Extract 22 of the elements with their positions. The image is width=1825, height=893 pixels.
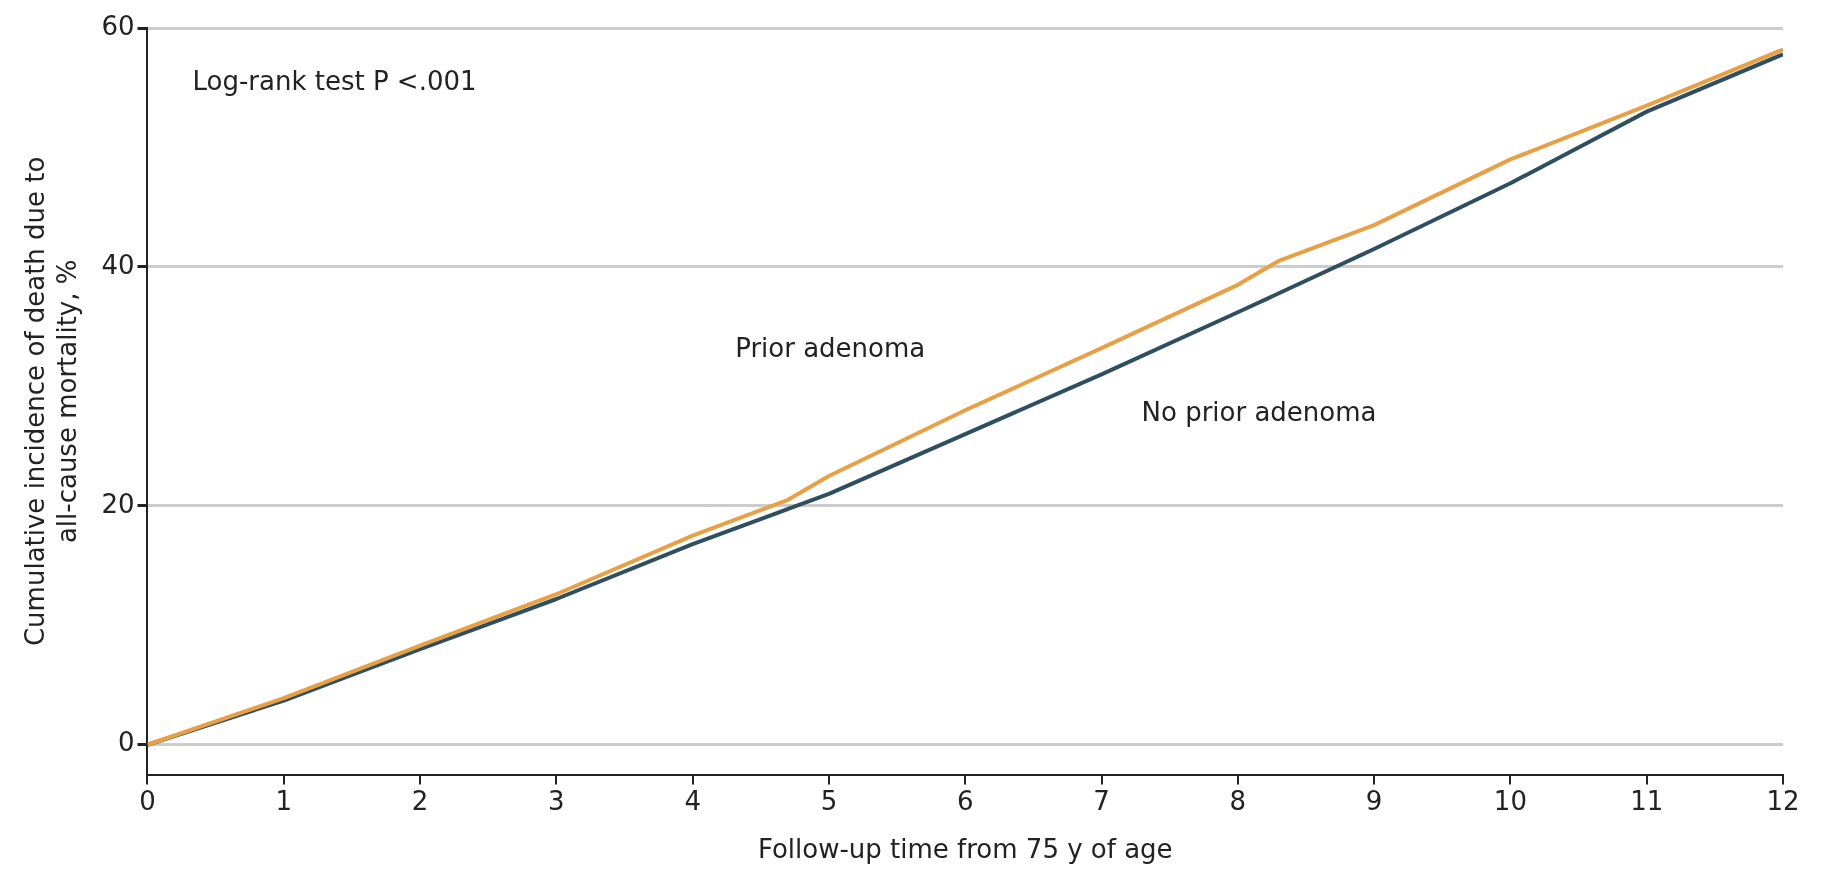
x-tick-label: 10: [1493, 785, 1527, 816]
x-tick-label: 8: [1229, 785, 1247, 816]
y-tick-label: 60: [101, 10, 135, 41]
y-axis-title: Cumulative incidence of death due to all-cause mortality, %: [20, 156, 82, 647]
x-tick-label: 1: [275, 785, 293, 816]
x-tick-label: 7: [1093, 785, 1110, 816]
text: Prior adenoma: [735, 333, 926, 364]
x-tick-label: 11: [1630, 785, 1664, 816]
y-tick-label: 0: [117, 727, 135, 758]
x-tick-label: 3: [548, 785, 565, 816]
y-tick-label: 20: [101, 488, 135, 519]
x-tick-label: 6: [956, 785, 974, 816]
x-tick-label: 12: [1766, 785, 1800, 816]
x-tick-label: 5: [820, 785, 838, 816]
x-tick-label: 0: [139, 785, 156, 816]
y-tick-label: 40: [101, 249, 135, 280]
x-tick-label: 4: [684, 785, 701, 816]
x-tick-label: 2: [411, 785, 429, 816]
x-tick-label: 9: [1365, 785, 1383, 816]
series-label: No prior adenoma: [1141, 397, 1377, 428]
annotation: Log-rank test P <.001: [192, 65, 477, 96]
x-axis-title: Follow-up time from 75 y of age: [757, 834, 1173, 865]
